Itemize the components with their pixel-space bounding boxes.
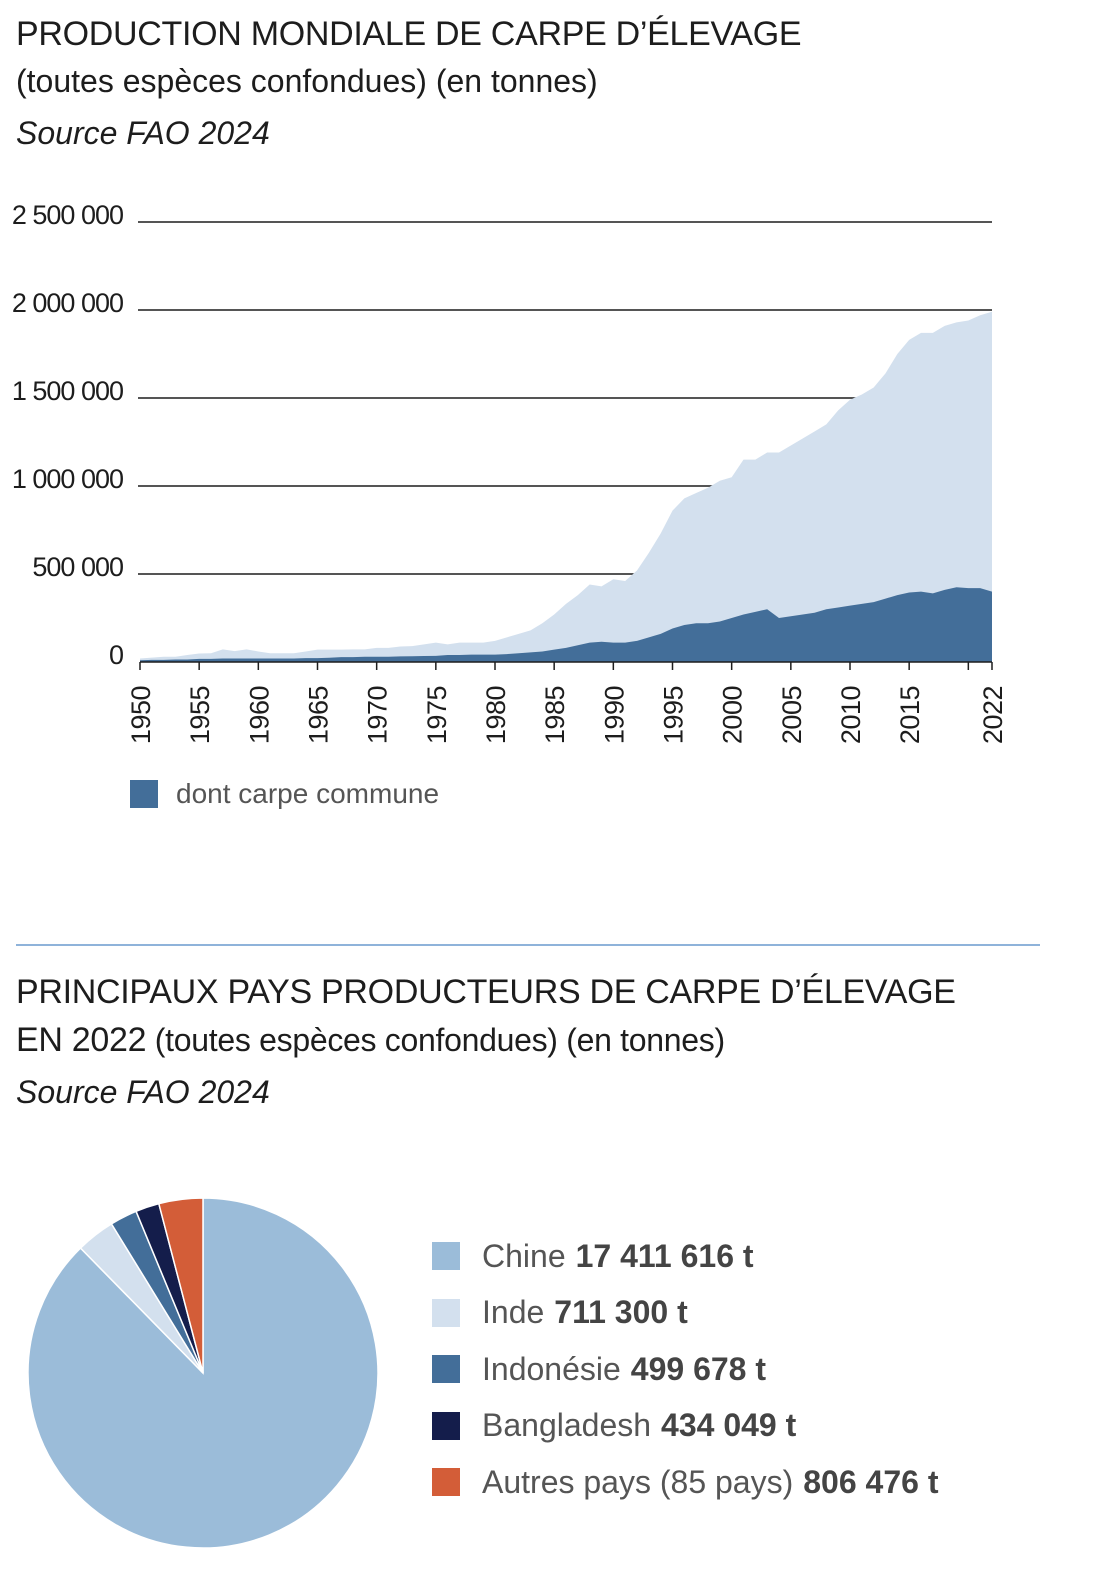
y-tick-label: 1 500 000 <box>12 376 123 406</box>
chart1-legend: dont carpe commune <box>130 778 439 810</box>
chart1-subtitle: (toutes espèces confondues) (en tonnes) <box>16 63 598 99</box>
x-tick-label: 1980 <box>481 686 511 744</box>
x-tick-label: 1965 <box>304 686 334 744</box>
pie-legend-name: Bangladesh <box>482 1407 652 1444</box>
pie-legend-swatch <box>432 1355 460 1384</box>
pie-chart <box>27 1197 379 1549</box>
y-tick-label: 500 000 <box>32 552 123 582</box>
pie-legend-value: 711 300 t <box>554 1294 688 1331</box>
x-tick-label: 1970 <box>363 686 393 744</box>
area-common-carp <box>140 587 992 662</box>
pie-legend-item: Chine 17 411 616 t <box>432 1228 938 1285</box>
pie-legend-swatch <box>432 1411 460 1440</box>
y-tick-label: 0 <box>109 640 123 670</box>
chart2-title-line2: EN 2022 (toutes espèces confondues) (en … <box>16 1020 725 1061</box>
pie-legend-swatch <box>432 1468 460 1497</box>
pie-legend-swatch <box>432 1298 460 1327</box>
pie-legend-value: 806 476 t <box>803 1463 939 1500</box>
x-tick-label: 1990 <box>599 686 629 744</box>
x-tick-label: 2015 <box>895 686 925 744</box>
pie-slice <box>157 1197 204 1374</box>
section-divider <box>16 944 1040 946</box>
chart2-title-year: EN 2022 <box>16 1021 147 1059</box>
x-tick-label: 1960 <box>244 686 274 744</box>
pie-legend-item: Autres pays (85 pays) 806 476 t <box>432 1454 938 1511</box>
pie-legend-value: 17 411 616 t <box>575 1237 754 1274</box>
pie-legend-name: Inde <box>482 1294 545 1331</box>
x-tick-label: 2005 <box>777 686 807 744</box>
x-tick-label: 1955 <box>185 686 215 744</box>
pie-legend: Chine 17 411 616 t Inde 711 300 t Indonésie 4… <box>432 1228 938 1511</box>
legend-swatch-common <box>130 780 158 808</box>
x-tick-label: 2000 <box>718 686 748 744</box>
pie-legend-value: 434 049 t <box>661 1407 797 1444</box>
chart2-title-line1: PRINCIPAUX PAYS PRODUCTEURS DE CARPE D’É… <box>16 973 956 1011</box>
pie-legend-item: Inde 711 300 t <box>432 1285 938 1342</box>
area-chart: 2 500 000 2 000 000 1 500 000 1 000 000 500 … <box>12 200 1008 744</box>
x-tick-label: 1985 <box>540 686 570 744</box>
pie-legend-name: Indonésie <box>482 1350 621 1387</box>
chart2-title-rest: (toutes espèces confondues) (en tonnes) <box>146 1022 725 1058</box>
x-tick-label: 1975 <box>422 686 452 744</box>
pie-legend-item: Bangladesh 434 049 t <box>432 1398 938 1455</box>
pie-legend-name: Chine <box>482 1237 566 1274</box>
y-tick-label: 2 000 000 <box>12 288 123 318</box>
pie-legend-swatch <box>432 1242 460 1271</box>
y-tick-label: 2 500 000 <box>12 200 123 230</box>
x-tick-label: 2022 <box>978 686 1008 744</box>
pie-legend-value: 499 678 t <box>630 1350 766 1387</box>
area-total-production <box>140 311 992 662</box>
pie-legend-item: Indonésie 499 678 t <box>432 1341 938 1398</box>
x-tick-label: 1950 <box>126 686 156 744</box>
chart1-title: PRODUCTION MONDIALE DE CARPE D’ÉLEVAGE <box>16 15 802 53</box>
chart2-source: Source FAO 2024 <box>16 1074 270 1110</box>
y-tick-label: 1 000 000 <box>12 464 123 494</box>
x-tick-label: 2010 <box>836 686 866 744</box>
chart1-source: Source FAO 2024 <box>16 115 270 151</box>
pie-legend-name: Autres pays (85 pays) <box>482 1463 794 1500</box>
legend-label-common: dont carpe commune <box>176 778 440 809</box>
x-tick-label: 1995 <box>659 686 689 744</box>
